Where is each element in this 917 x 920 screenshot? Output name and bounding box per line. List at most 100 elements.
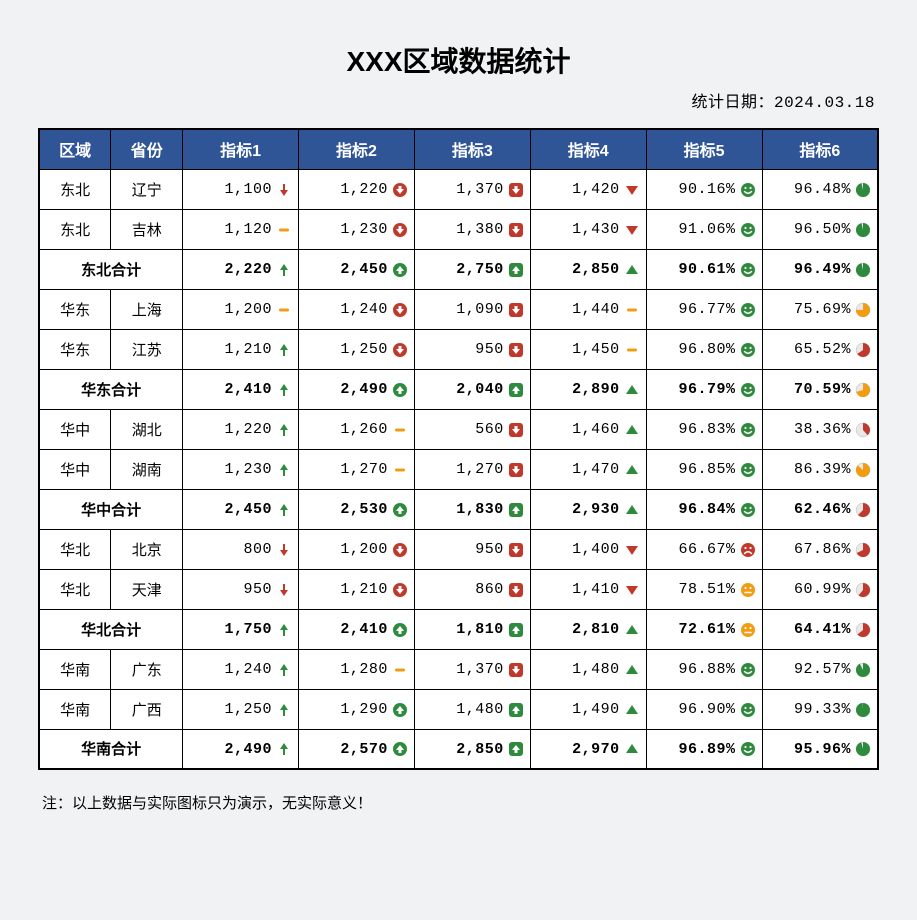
metric-value: 2,930 xyxy=(572,501,620,518)
subtotal-row: 华北合计 1,750 2,410 1,810 2,810 72.61% 64.4… xyxy=(39,609,878,649)
tri-down-icon xyxy=(624,182,640,198)
square-down-icon xyxy=(508,302,524,318)
circle-down-icon xyxy=(392,302,408,318)
arrow-up-icon xyxy=(276,741,292,757)
metric-cell: 1,470 xyxy=(530,449,646,489)
region-cell: 华中 xyxy=(39,409,111,449)
frown-icon xyxy=(740,542,756,558)
region-cell: 东北 xyxy=(39,209,111,249)
square-up-icon xyxy=(508,622,524,638)
metric-value: 96.84% xyxy=(679,501,736,518)
metric-value: 1,220 xyxy=(225,421,273,438)
metric-cell: 1,090 xyxy=(414,289,530,329)
subtotal-label: 华中合计 xyxy=(39,489,183,529)
metric-cell: 1,230 xyxy=(299,209,415,249)
pie-icon xyxy=(855,222,871,238)
table-row: 华北天津 950 1,210 860 1,410 78.51% 60.99% xyxy=(39,569,878,609)
metric-cell: 2,930 xyxy=(530,489,646,529)
metric-value: 1,280 xyxy=(340,661,388,678)
metric-cell: 1,380 xyxy=(414,209,530,249)
smile-icon xyxy=(740,741,756,757)
dash-icon xyxy=(392,662,408,678)
metric-value: 66.67% xyxy=(679,541,736,558)
metric-cell: 96.85% xyxy=(646,449,762,489)
province-cell: 上海 xyxy=(111,289,183,329)
neutral-icon xyxy=(740,622,756,638)
tri-down-icon xyxy=(624,222,640,238)
province-cell: 广东 xyxy=(111,649,183,689)
metric-cell: 78.51% xyxy=(646,569,762,609)
metric-cell: 1,750 xyxy=(183,609,299,649)
metric-cell: 1,220 xyxy=(183,409,299,449)
subtotal-label: 东北合计 xyxy=(39,249,183,289)
dash-icon xyxy=(276,302,292,318)
region-cell: 华东 xyxy=(39,329,111,369)
metric-value: 1,490 xyxy=(572,701,620,718)
metric-cell: 96.49% xyxy=(762,249,878,289)
arrow-down-icon xyxy=(276,542,292,558)
arrow-up-icon xyxy=(276,262,292,278)
subtotal-row: 华东合计 2,410 2,490 2,040 2,890 96.79% 70.5… xyxy=(39,369,878,409)
metric-cell: 96.80% xyxy=(646,329,762,369)
metric-cell: 2,810 xyxy=(530,609,646,649)
metric-cell: 950 xyxy=(183,569,299,609)
metric-cell: 2,040 xyxy=(414,369,530,409)
metric-value: 96.88% xyxy=(679,661,736,678)
province-cell: 湖北 xyxy=(111,409,183,449)
metric-value: 800 xyxy=(244,541,273,558)
tri-up-icon xyxy=(624,382,640,398)
metric-value: 1,750 xyxy=(225,621,273,638)
metric-cell: 60.99% xyxy=(762,569,878,609)
pie-icon xyxy=(855,462,871,478)
smile-icon xyxy=(740,702,756,718)
tri-up-icon xyxy=(624,622,640,638)
pie-icon xyxy=(855,342,871,358)
arrow-up-icon xyxy=(276,382,292,398)
circle-up-icon xyxy=(392,502,408,518)
dash-icon xyxy=(276,222,292,238)
metric-value: 1,400 xyxy=(572,541,620,558)
circle-up-icon xyxy=(392,741,408,757)
metric-value: 2,750 xyxy=(456,261,504,278)
square-down-icon xyxy=(508,582,524,598)
metric-cell: 90.61% xyxy=(646,249,762,289)
pie-icon xyxy=(855,622,871,638)
metric-cell: 1,440 xyxy=(530,289,646,329)
arrow-up-icon xyxy=(276,702,292,718)
metric-value: 96.48% xyxy=(794,181,851,198)
pie-icon xyxy=(855,502,871,518)
square-down-icon xyxy=(508,182,524,198)
metric-value: 38.36% xyxy=(794,421,851,438)
metric-value: 2,810 xyxy=(572,621,620,638)
metric-value: 91.06% xyxy=(679,221,736,238)
metric-value: 1,220 xyxy=(340,181,388,198)
metric-cell: 1,460 xyxy=(530,409,646,449)
metric-value: 1,430 xyxy=(572,221,620,238)
tri-up-icon xyxy=(624,702,640,718)
metric-cell: 96.79% xyxy=(646,369,762,409)
region-cell: 华北 xyxy=(39,529,111,569)
region-cell: 华南 xyxy=(39,689,111,729)
metric-value: 1,470 xyxy=(572,461,620,478)
tri-up-icon xyxy=(624,422,640,438)
smile-icon xyxy=(740,422,756,438)
square-down-icon xyxy=(508,222,524,238)
smile-icon xyxy=(740,222,756,238)
tri-up-icon xyxy=(624,741,640,757)
metric-value: 2,530 xyxy=(340,501,388,518)
metric-cell: 92.57% xyxy=(762,649,878,689)
tri-up-icon xyxy=(624,662,640,678)
circle-up-icon xyxy=(392,262,408,278)
col-header: 省份 xyxy=(111,129,183,169)
metric-value: 1,210 xyxy=(340,581,388,598)
metric-value: 1,460 xyxy=(572,421,620,438)
metric-cell: 72.61% xyxy=(646,609,762,649)
metric-cell: 1,280 xyxy=(299,649,415,689)
metric-cell: 62.46% xyxy=(762,489,878,529)
pie-icon xyxy=(855,382,871,398)
metric-value: 2,490 xyxy=(225,741,273,758)
metric-value: 96.80% xyxy=(679,341,736,358)
metric-value: 1,240 xyxy=(225,661,273,678)
metric-cell: 1,270 xyxy=(414,449,530,489)
circle-up-icon xyxy=(392,382,408,398)
